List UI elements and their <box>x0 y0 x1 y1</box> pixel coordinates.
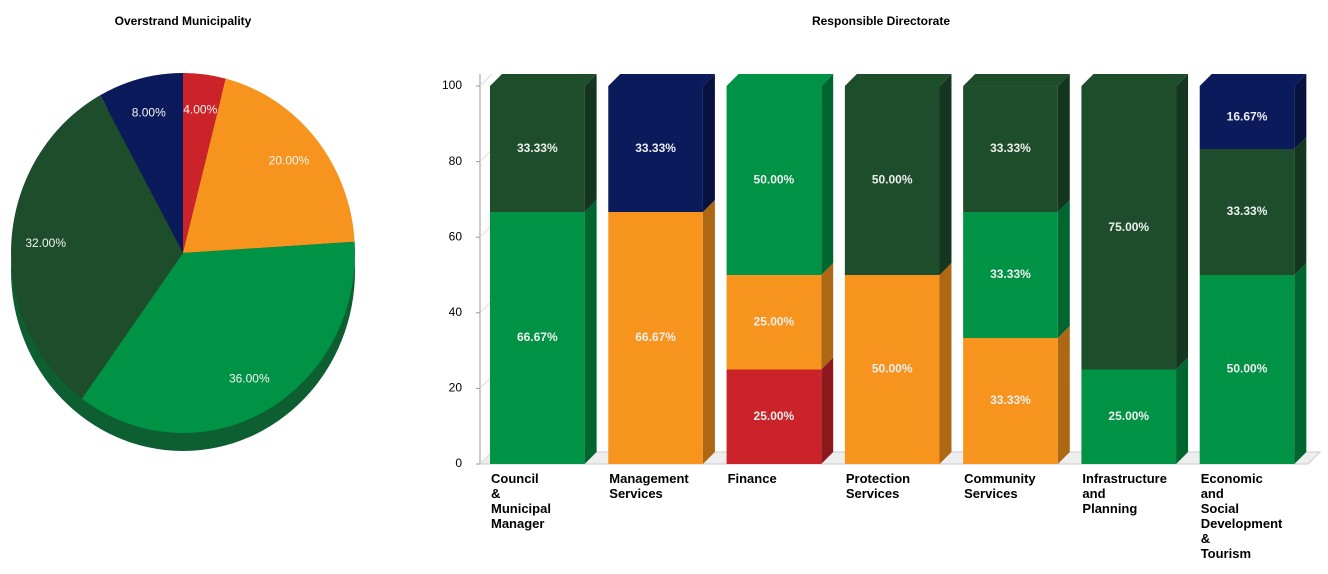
x-tick-label: Infrastructure and Planning <box>1082 471 1167 516</box>
y-tick-label: 60 <box>449 229 463 243</box>
bar-side <box>584 199 597 464</box>
bar-segment <box>1199 275 1295 464</box>
segment-label: 25.00% <box>754 409 795 423</box>
bar-segment <box>608 86 703 212</box>
x-tick-label: Community Services <box>964 471 1036 501</box>
segment-label: 75.00% <box>1108 220 1149 234</box>
x-tick-label: Finance <box>727 471 777 486</box>
bar-top <box>844 74 952 86</box>
segment-label: 66.67% <box>517 330 558 344</box>
bar-segment <box>490 211 585 464</box>
slice-label: 36.00% <box>229 371 270 385</box>
segment-label: 16.67% <box>1227 110 1268 124</box>
bar-segment <box>1081 86 1177 370</box>
bar-segment <box>1199 86 1295 150</box>
bar-side <box>1294 74 1307 150</box>
pie-title: Overstrand Municipality <box>115 14 252 28</box>
bar-top <box>1081 74 1189 86</box>
bar-segment <box>726 86 822 275</box>
segment-label: 50.00% <box>872 362 913 376</box>
segment-label: 25.00% <box>754 314 795 328</box>
slice-label: 8.00% <box>132 106 166 120</box>
bar-segment <box>726 369 822 464</box>
bar-side <box>1176 74 1189 370</box>
bar-title: Responsible Directorate <box>812 14 950 28</box>
segment-label: 33.33% <box>990 393 1031 407</box>
bar-side <box>1176 357 1189 464</box>
grid-line <box>479 73 493 87</box>
pie-slice <box>11 95 183 399</box>
bar-side <box>584 74 597 212</box>
bar-side <box>821 357 834 464</box>
bar-side <box>1057 200 1070 339</box>
bar-top <box>963 74 1070 87</box>
bar-top <box>490 74 597 86</box>
pie-slice <box>100 73 183 253</box>
pie-slice <box>81 241 355 433</box>
bar-segment <box>490 86 585 212</box>
segment-label: 33.33% <box>635 141 676 155</box>
y-tick-label: 40 <box>449 305 463 319</box>
x-tick-label: Management Services <box>609 471 689 501</box>
segment-label: 33.33% <box>990 141 1031 155</box>
bar-side <box>821 263 834 370</box>
y-tick-label: 20 <box>449 381 463 395</box>
segment-label: 50.00% <box>1227 362 1268 376</box>
segment-label: 25.00% <box>1108 409 1149 423</box>
bar-top <box>1199 74 1307 86</box>
segment-label: 33.33% <box>517 141 558 155</box>
bar-segment <box>963 338 1058 464</box>
segment-label: 66.67% <box>635 330 676 344</box>
x-tick-label: Council & Municipal Manager <box>491 471 551 531</box>
y-tick-label: 100 <box>442 78 462 92</box>
bar-segment <box>963 86 1058 213</box>
segment-label: 50.00% <box>754 173 795 187</box>
bar-side <box>1057 74 1070 213</box>
y-tick-label: 0 <box>455 456 462 470</box>
segment-label: 33.33% <box>990 267 1031 281</box>
bar-segment <box>726 275 822 370</box>
bar-top <box>726 74 834 86</box>
segment-label: 50.00% <box>872 173 913 187</box>
segment-label: 33.33% <box>1227 204 1268 218</box>
bar-segment <box>963 212 1058 339</box>
slice-label: 4.00% <box>183 102 217 116</box>
bar-side <box>1294 137 1307 275</box>
bar-side <box>1294 263 1307 464</box>
bar-side <box>821 74 834 275</box>
bar-side <box>1057 326 1070 464</box>
pie-slice <box>183 73 226 253</box>
bar-segment <box>1199 149 1295 275</box>
pie-slice <box>183 78 355 253</box>
bar-segment <box>844 86 940 275</box>
bar-side <box>702 199 715 464</box>
bar-segment <box>844 275 940 464</box>
bar-top <box>608 74 715 86</box>
slice-label: 20.00% <box>269 153 310 167</box>
x-tick-label: Protection Services <box>845 471 911 501</box>
bar-side <box>939 263 952 464</box>
bar-side <box>939 74 952 275</box>
y-tick-label: 80 <box>449 154 463 168</box>
bar-side <box>702 74 715 212</box>
bar-segment <box>608 211 703 464</box>
bar-segment <box>1081 369 1177 464</box>
x-tick-label: Economic and Social Development & Touris… <box>1200 471 1283 561</box>
slice-label: 32.00% <box>25 236 66 250</box>
